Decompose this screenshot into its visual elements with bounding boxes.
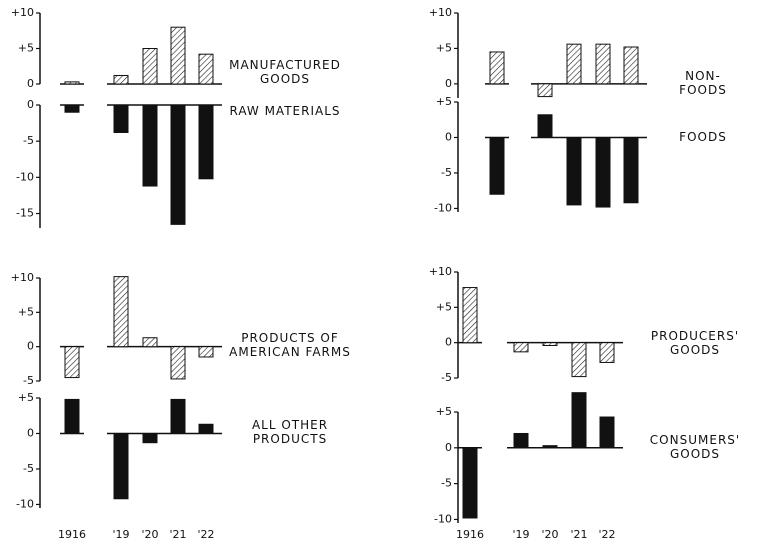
series-label: PRODUCTS OF AMERICAN FARMS (229, 331, 351, 359)
bar (462, 287, 478, 344)
y-tick-label: 0 (445, 336, 452, 349)
bar (198, 104, 214, 180)
x-tick-label: '19 (512, 528, 529, 541)
x-tick-label: '19 (112, 528, 129, 541)
x-tick-label: 1916 (456, 528, 484, 541)
bar (623, 136, 639, 204)
x-tick-label: '22 (598, 528, 615, 541)
bar (595, 43, 611, 85)
y-tick-label: +5 (18, 305, 34, 318)
x-tick-label: '21 (570, 528, 587, 541)
bar (595, 136, 611, 208)
bar (566, 43, 582, 85)
y-tick-label: -10 (434, 512, 452, 525)
bar (113, 74, 129, 85)
y-tick-label: 0 (27, 340, 34, 353)
y-tick-label: 0 (27, 98, 34, 111)
x-tick-label: '20 (541, 528, 558, 541)
y-tick-label: 0 (27, 426, 34, 439)
y-tick-label: -5 (441, 477, 452, 490)
bar (198, 346, 214, 358)
bar (64, 398, 80, 434)
bar (599, 416, 615, 449)
bar (623, 46, 639, 85)
bar (513, 432, 529, 449)
bar (542, 342, 558, 346)
y-tick-label: +5 (18, 42, 34, 55)
y-tick-label: +5 (436, 95, 452, 108)
bar (542, 445, 558, 449)
bar (142, 48, 158, 85)
series-label: RAW MATERIALS (229, 104, 341, 118)
series-label: ALL OTHER PRODUCTS (251, 418, 329, 446)
y-tick-label: +5 (436, 41, 452, 54)
bar (170, 398, 186, 434)
y-tick-label: -5 (441, 166, 452, 179)
bar (566, 136, 582, 206)
bar (64, 81, 80, 85)
y-tick-label: -5 (23, 134, 34, 147)
bar (142, 337, 158, 348)
bar (571, 342, 587, 378)
y-tick-label: +10 (11, 271, 34, 284)
bar (170, 104, 186, 225)
bar (198, 423, 214, 434)
y-tick-label: -5 (23, 374, 34, 387)
bar (64, 104, 80, 113)
bar (170, 346, 186, 380)
y-tick-label: -10 (16, 170, 34, 183)
bar (170, 26, 186, 85)
x-tick-label: '20 (141, 528, 158, 541)
bar (489, 136, 505, 195)
x-tick-label: '22 (197, 528, 214, 541)
y-tick-label: +10 (429, 265, 452, 278)
bar (113, 104, 129, 133)
y-tick-label: +10 (11, 6, 34, 19)
y-tick-label: +5 (436, 405, 452, 418)
bar (537, 114, 553, 138)
y-tick-label: -5 (23, 462, 34, 475)
series-label: PRODUCERS' GOODS (650, 329, 740, 357)
bar (513, 342, 529, 353)
y-tick-label: 0 (445, 130, 452, 143)
bar (571, 392, 587, 449)
series-label: NON-FOODS (679, 69, 727, 97)
y-tick-label: +10 (429, 6, 452, 19)
y-tick-label: 0 (445, 77, 452, 90)
y-tick-label: -10 (16, 497, 34, 510)
y-tick-label: 0 (27, 77, 34, 90)
bar (142, 432, 158, 444)
bar (198, 53, 214, 85)
x-tick-label: 1916 (58, 528, 86, 541)
y-tick-label: -10 (434, 201, 452, 214)
bar (64, 346, 80, 379)
x-tick-label: '21 (169, 528, 186, 541)
bar (599, 342, 615, 363)
bar (462, 447, 478, 519)
bar (142, 104, 158, 187)
y-tick-label: -15 (16, 207, 34, 220)
y-tick-label: -5 (441, 371, 452, 384)
series-label: MANUFACTURED GOODS (229, 58, 341, 86)
y-tick-label: 0 (445, 441, 452, 454)
bar (537, 83, 553, 98)
series-label: FOODS (679, 130, 727, 144)
bar (113, 432, 129, 500)
y-tick-label: +5 (18, 391, 34, 404)
y-tick-label: +5 (436, 300, 452, 313)
bar (113, 276, 129, 348)
bar (489, 51, 505, 85)
series-label: CONSUMERS' GOODS (649, 433, 741, 461)
